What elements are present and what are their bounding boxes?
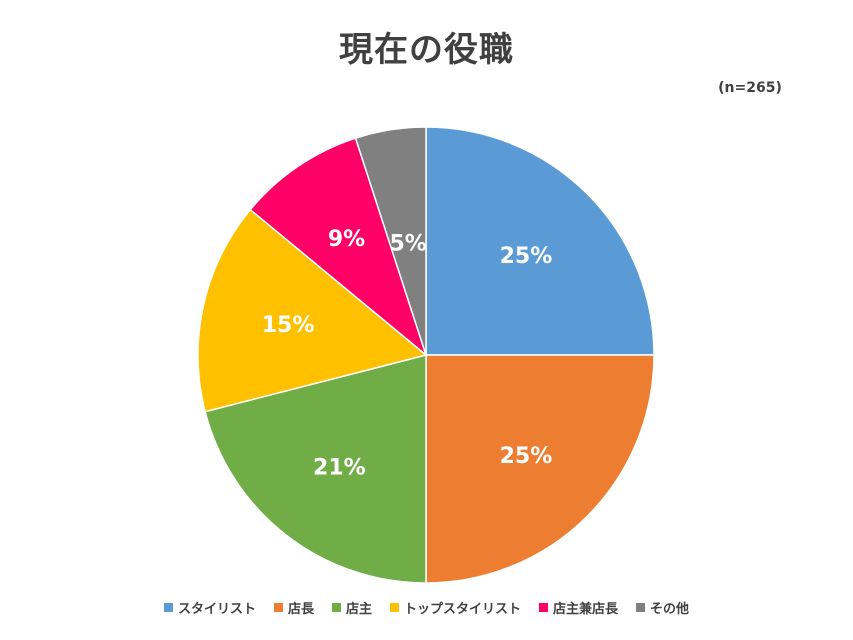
pie-slice-6: [354, 126, 427, 356]
legend-label: トップスタイリスト: [404, 602, 522, 617]
chart-legend: スタイリスト 店長 店主 トップスタイリスト 店主兼店長 その他: [0, 598, 853, 617]
sample-size-note: (n=265): [718, 80, 782, 96]
pie-data-label-4: 15%: [262, 313, 315, 338]
pie-slice-4: [197, 208, 428, 413]
legend-label: スタイリスト: [177, 602, 256, 617]
legend-swatch: [390, 603, 399, 612]
legend-item: トップスタイリスト: [390, 598, 521, 617]
legend-swatch: [636, 603, 646, 612]
legend-label: 店長: [287, 602, 314, 617]
pie-data-label-3: 21%: [313, 456, 366, 481]
pie-slice-3: [204, 354, 427, 584]
pie-data-label-1: 25%: [500, 244, 553, 269]
pie-slice-5: [249, 137, 428, 358]
chart-title: 現在の役職: [339, 30, 514, 70]
legend-item: 店長: [273, 598, 314, 617]
legend-label: その他: [650, 602, 690, 617]
legend-swatch: [163, 603, 173, 612]
legend-item: 店主兼店長: [539, 598, 618, 617]
legend-swatch: [539, 603, 549, 612]
pie-data-label-5: 9%: [328, 227, 365, 252]
legend-swatch: [273, 603, 283, 612]
pie-data-label-6: 5%: [389, 231, 426, 256]
legend-label: 店主兼店長: [553, 602, 619, 617]
legend-swatch: [331, 603, 341, 612]
pie-slice-1: [425, 126, 655, 356]
legend-item: 店主: [331, 598, 372, 617]
pie-slice-2: [425, 354, 655, 584]
legend-label: 店主: [345, 602, 372, 617]
legend-item: スタイリスト: [163, 598, 256, 617]
pie-data-label-2: 25%: [500, 444, 553, 469]
legend-item: その他: [636, 598, 689, 617]
